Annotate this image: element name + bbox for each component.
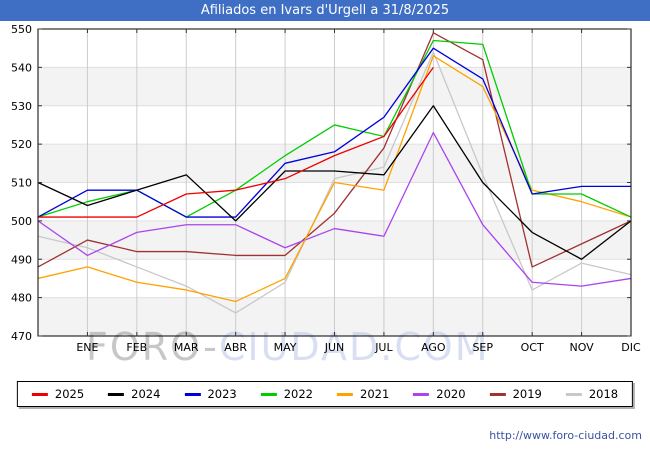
legend-label-2023: 2023: [207, 387, 237, 401]
series-line-2018: [37, 51, 632, 314]
y-axis-label: 550: [11, 23, 32, 36]
legend-item-2021: 2021: [337, 387, 389, 401]
footer-url-link[interactable]: http://www.foro-ciudad.com: [489, 429, 642, 442]
y-axis-label: 540: [11, 61, 32, 74]
legend-swatch-2023: [184, 392, 201, 396]
legend-swatch-2020: [413, 392, 430, 396]
legend-item-2024: 2024: [108, 387, 160, 401]
series-line-2025: [38, 66, 434, 218]
legend-item-2023: 2023: [184, 387, 237, 401]
chart-title-bar: Afiliados en Ivars d'Urgell a 31/8/2025: [0, 0, 650, 21]
y-axis-label: 510: [11, 177, 32, 190]
legend-label-2025: 2025: [54, 387, 85, 401]
x-axis-label-sep: SEP: [472, 341, 493, 354]
series-line-2019: [37, 32, 632, 268]
x-axis-label-nov: NOV: [569, 341, 594, 354]
x-axis-label-jul: JUL: [374, 341, 393, 354]
y-axis-label: 530: [11, 100, 32, 113]
y-axis-label: 490: [11, 253, 32, 266]
legend-swatch-2025: [31, 392, 48, 396]
x-axis-label-mar: MAR: [174, 341, 199, 354]
x-axis-label-dic: DIC: [621, 341, 641, 354]
x-axis-label-ago: AGO: [421, 341, 446, 354]
series-line-2021: [37, 55, 632, 303]
legend-item-2018: 2018: [565, 387, 619, 401]
y-axis-label: 480: [11, 292, 32, 305]
legend-swatch-2024: [108, 392, 125, 396]
legend-item-2025: 2025: [31, 387, 85, 401]
legend-item-2022: 2022: [260, 387, 313, 401]
legend-label-2020: 2020: [436, 387, 466, 401]
legend-label-2021: 2021: [360, 387, 390, 401]
x-axis-label-jun: JUN: [324, 341, 345, 354]
x-axis-label-oct: OCT: [521, 341, 544, 354]
chart-legend: 2025 2024 2023 2022 2021 2020 2019 2018: [16, 381, 634, 407]
page-title: Afiliados en Ivars d'Urgell a 31/8/2025: [200, 3, 450, 18]
x-axis-label-feb: FEB: [126, 341, 147, 354]
watermark-text: FORO-CIUDAD.COM: [86, 325, 490, 369]
x-axis-label-ene: ENE: [76, 341, 98, 354]
y-axis-label: 520: [11, 138, 32, 151]
y-axis-label: 500: [11, 215, 32, 228]
legend-item-2020: 2020: [413, 387, 466, 401]
legend-swatch-2022: [260, 392, 277, 396]
legend-swatch-2018: [565, 392, 582, 396]
chart-canvas: FORO-CIUDAD.COM 550 540 530 520 510 500 490 480 4…: [11, 23, 641, 369]
legend-label-2022: 2022: [283, 387, 313, 401]
series-line-2024: [37, 105, 632, 260]
x-axis-label-may: MAY: [274, 341, 297, 354]
legend-swatch-2021: [337, 392, 353, 396]
x-axis-label-abr: ABR: [224, 341, 247, 354]
legend-label-2018: 2018: [588, 387, 619, 401]
legend-label-2024: 2024: [131, 387, 161, 401]
legend-label-2019: 2019: [512, 387, 542, 401]
series-line-2020: [37, 131, 632, 287]
y-axis-label: 470: [11, 330, 32, 343]
legend-swatch-2019: [489, 392, 506, 396]
legend-item-2019: 2019: [489, 387, 542, 401]
